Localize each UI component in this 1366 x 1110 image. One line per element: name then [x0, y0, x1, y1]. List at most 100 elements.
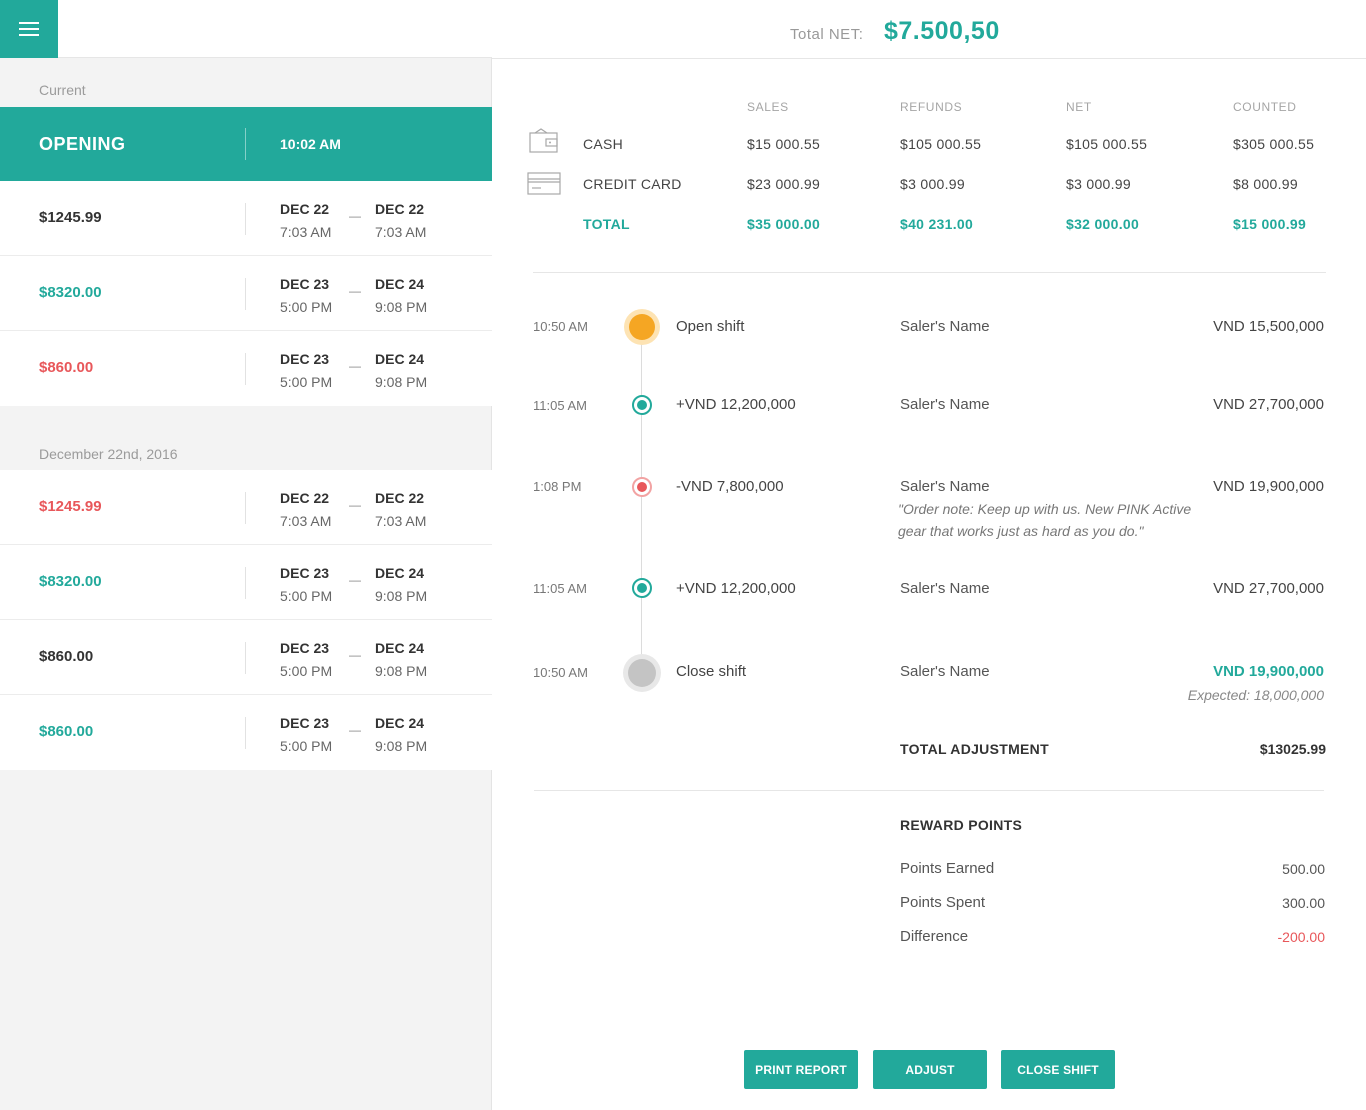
range-dash: — [349, 573, 361, 587]
total-net: $32 000.00 [1066, 216, 1140, 232]
adjust-button[interactable]: ADJUST [873, 1050, 987, 1089]
close-shift-dot-core [628, 659, 656, 687]
close-shift-button[interactable]: CLOSE SHIFT [1001, 1050, 1115, 1089]
start-date: DEC 23 [280, 715, 330, 731]
detail-header: Total NET: $7.500,50 [492, 0, 1366, 59]
event-amount: VND 19,900,000 [1213, 478, 1324, 495]
column-header-net: NET [1066, 100, 1092, 114]
total-label: TOTAL [583, 216, 630, 232]
end-time: 7:03 AM [375, 513, 427, 529]
start-date: DEC 22 [280, 490, 330, 506]
divider [245, 492, 246, 524]
range-dash: — [349, 209, 361, 223]
event-saler-name: Saler's Name [900, 580, 990, 597]
hamburger-icon [19, 22, 39, 24]
range-dash: — [349, 648, 361, 662]
credit-card-counted: $8 000.99 [1233, 176, 1298, 192]
start-time: 5:00 PM [280, 299, 333, 315]
event-time: 11:05 AM [533, 581, 587, 596]
event-amount: VND 19,900,000 [1213, 663, 1324, 680]
event-saler-name: Saler's Name [900, 396, 990, 413]
divider [245, 278, 246, 310]
shift-end: DEC 24 9:08 PM [375, 562, 427, 608]
shift-start: DEC 22 7:03 AM [280, 198, 331, 244]
open-shift-dot-core [629, 314, 655, 340]
hamburger-icon-bar [19, 28, 39, 30]
open-shift-dot-icon [624, 309, 660, 345]
shift-end: DEC 22 7:03 AM [375, 487, 426, 533]
shift-amount: $1245.99 [39, 498, 102, 515]
menu-button[interactable] [0, 0, 58, 58]
shift-amount: $860.00 [39, 648, 94, 665]
event-time: 1:08 PM [533, 479, 582, 494]
end-time: 9:08 PM [375, 663, 428, 679]
range-dash: — [349, 359, 361, 373]
current-shift-list: $1245.99 DEC 22 7:03 AM — DEC 22 7:03 AM $… [0, 181, 492, 406]
cash-counted: $305 000.55 [1233, 136, 1315, 152]
start-date: DEC 23 [280, 276, 330, 292]
start-time: 5:00 PM [280, 374, 333, 390]
difference-value: -200.00 [1277, 929, 1325, 945]
print-report-button[interactable]: PRINT REPORT [744, 1050, 858, 1089]
range-dash: — [349, 284, 361, 298]
start-date: DEC 23 [280, 565, 330, 581]
end-date: DEC 24 [375, 276, 425, 292]
event-title: +VND 12,200,000 [676, 580, 796, 597]
hamburger-icon-bar [19, 34, 39, 36]
event-saler-name: Saler's Name [900, 478, 990, 495]
total-refunds: $40 231.00 [900, 216, 974, 232]
shift-row[interactable]: $8320.00 DEC 23 5:00 PM — DEC 24 9:08 PM [0, 545, 492, 620]
shift-row[interactable]: $1245.99 DEC 22 7:03 AM — DEC 22 7:03 AM [0, 470, 492, 545]
start-time: 5:00 PM [280, 588, 333, 604]
total-adjustment-label: TOTAL ADJUSTMENT [900, 741, 1049, 757]
shift-amount: $1245.99 [39, 209, 102, 226]
current-section-label: Current [39, 82, 86, 98]
shift-row[interactable]: $1245.99 DEC 22 7:03 AM — DEC 22 7:03 AM [0, 181, 492, 256]
end-time: 9:08 PM [375, 374, 428, 390]
shift-row[interactable]: $860.00 DEC 23 5:00 PM — DEC 24 9:08 PM [0, 695, 492, 770]
range-dash: — [349, 498, 361, 512]
event-title: Open shift [676, 318, 745, 335]
end-time: 7:03 AM [375, 224, 427, 240]
end-date: DEC 22 [375, 201, 425, 217]
event-order-note: "Order note: Keep up with us. New PINK A… [898, 501, 1192, 539]
shift-end: DEC 22 7:03 AM [375, 198, 426, 244]
cash-out-dot-core [637, 482, 647, 492]
close-shift-dot-icon [623, 654, 661, 692]
credit-card-label: CREDIT CARD [583, 176, 682, 192]
cash-refunds: $105 000.55 [900, 136, 982, 152]
end-date: DEC 24 [375, 640, 425, 656]
shift-end: DEC 24 9:08 PM [375, 348, 427, 394]
shift-amount: $860.00 [39, 359, 94, 376]
shift-row[interactable]: $860.00 DEC 23 5:00 PM — DEC 24 9:08 PM [0, 331, 492, 406]
end-date: DEC 22 [375, 490, 425, 506]
cash-sales: $15 000.55 [747, 136, 821, 152]
event-amount: VND 15,500,000 [1213, 318, 1324, 335]
event-time: 10:50 AM [533, 319, 588, 334]
expected-amount: Expected: 18,000,000 [1187, 687, 1324, 703]
shift-row[interactable]: $860.00 DEC 23 5:00 PM — DEC 24 9:08 PM [0, 620, 492, 695]
points-spent-value: 300.00 [1282, 895, 1325, 911]
shift-row[interactable]: $8320.00 DEC 23 5:00 PM — DEC 24 9:08 PM [0, 256, 492, 331]
divider [245, 203, 246, 235]
credit-card-sales: $23 000.99 [747, 176, 821, 192]
event-time: 11:05 AM [533, 398, 587, 413]
opening-shift-row[interactable]: OPENING 10:02 AM [0, 107, 493, 181]
end-time: 9:08 PM [375, 738, 428, 754]
divider [245, 128, 246, 160]
cash-label: CASH [583, 136, 624, 152]
end-date: DEC 24 [375, 565, 425, 581]
shift-end: DEC 24 9:08 PM [375, 712, 427, 758]
event-amount: VND 27,700,000 [1213, 580, 1324, 597]
history-section-label: December 22nd, 2016 [39, 446, 178, 462]
timeline-line [641, 330, 642, 670]
event-title: Close shift [676, 663, 747, 680]
event-title: +VND 12,200,000 [676, 396, 796, 413]
opening-label: OPENING [39, 134, 126, 154]
points-spent-label: Points Spent [900, 894, 986, 911]
total-sales: $35 000.00 [747, 216, 821, 232]
opening-time: 10:02 AM [280, 136, 341, 152]
divider [245, 642, 246, 674]
shift-start: DEC 23 5:00 PM [280, 273, 332, 319]
column-header-counted: COUNTED [1233, 100, 1297, 114]
